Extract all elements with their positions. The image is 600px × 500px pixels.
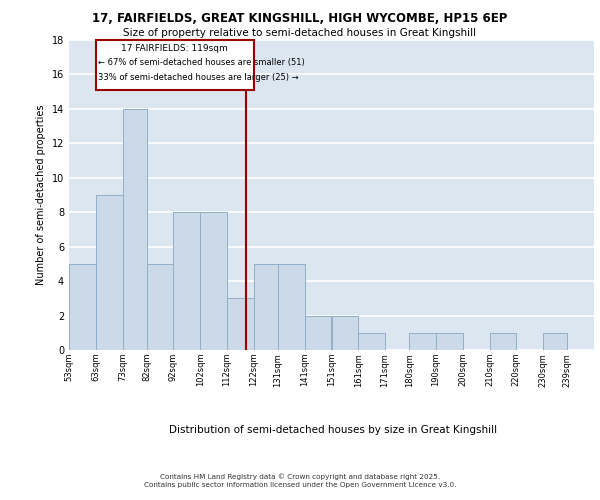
- Bar: [96, 195, 122, 350]
- Bar: [543, 333, 567, 350]
- Bar: [305, 316, 331, 350]
- Bar: [146, 264, 173, 350]
- Bar: [409, 333, 436, 350]
- Bar: [254, 264, 278, 350]
- Text: Size of property relative to semi-detached houses in Great Kingshill: Size of property relative to semi-detach…: [124, 28, 476, 38]
- Bar: [331, 316, 358, 350]
- Bar: [200, 212, 227, 350]
- Bar: [358, 333, 385, 350]
- Text: Distribution of semi-detached houses by size in Great Kingshill: Distribution of semi-detached houses by …: [169, 425, 497, 435]
- Bar: [436, 333, 463, 350]
- Bar: [490, 333, 517, 350]
- Bar: [173, 212, 200, 350]
- Text: Contains HM Land Registry data © Crown copyright and database right 2025.
Contai: Contains HM Land Registry data © Crown c…: [144, 474, 456, 488]
- Bar: [278, 264, 305, 350]
- Bar: [96, 40, 254, 90]
- Text: 17, FAIRFIELDS, GREAT KINGSHILL, HIGH WYCOMBE, HP15 6EP: 17, FAIRFIELDS, GREAT KINGSHILL, HIGH WY…: [92, 12, 508, 26]
- Text: 17 FAIRFIELDS: 119sqm: 17 FAIRFIELDS: 119sqm: [121, 44, 228, 54]
- Bar: [122, 109, 146, 350]
- Text: 33% of semi-detached houses are larger (25) →: 33% of semi-detached houses are larger (…: [98, 72, 299, 82]
- Y-axis label: Number of semi-detached properties: Number of semi-detached properties: [36, 105, 46, 285]
- Text: ← 67% of semi-detached houses are smaller (51): ← 67% of semi-detached houses are smalle…: [98, 58, 305, 67]
- Bar: [227, 298, 254, 350]
- Bar: [69, 264, 96, 350]
